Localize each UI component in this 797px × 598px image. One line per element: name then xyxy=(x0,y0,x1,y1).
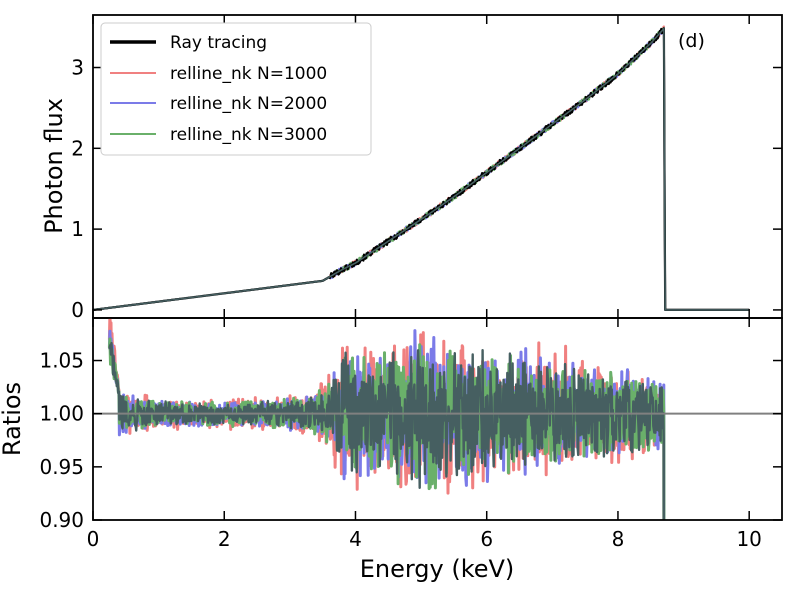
legend-label-n3000: relline_nk N=3000 xyxy=(170,125,327,145)
x-tick-label: 2 xyxy=(218,527,231,551)
top-series-overlay xyxy=(93,26,750,311)
top-y-tick-label: 0 xyxy=(71,298,84,322)
top-y-tick-label: 2 xyxy=(71,136,84,160)
bottom-y-tick-label: 0.95 xyxy=(39,455,84,479)
bottom-y-tick-label: 1.05 xyxy=(39,349,84,373)
x-tick-label: 6 xyxy=(480,527,493,551)
bottom-y-tick-label: 1.00 xyxy=(39,402,84,426)
bottom-panel: 0 2 4 6 8 10 0.90 0.95 1.00 1.05 Ratios Energy (k… xyxy=(0,317,783,583)
x-tick-label: 0 xyxy=(87,527,100,551)
bottom-axes-frame xyxy=(92,317,783,521)
bottom-ticks: 0 2 4 6 8 10 0.90 0.95 1.00 1.05 xyxy=(39,318,782,551)
x-tick-label: 8 xyxy=(612,527,625,551)
top-panel: 0 1 2 3 Photon flux (d) Ray tracing relline… xyxy=(40,14,783,322)
top-series-group xyxy=(93,25,750,311)
legend-label-n2000: relline_nk N=2000 xyxy=(170,94,327,114)
legend-label-ray-tracing: Ray tracing xyxy=(170,33,267,53)
legend: Ray tracing relline_nk N=1000 relline_nk… xyxy=(100,22,372,156)
bottom-series-line-ray-tracing xyxy=(108,341,666,520)
bottom-series-group xyxy=(93,318,782,520)
top-y-tick-label: 3 xyxy=(71,56,84,80)
bottom-y-tick-label: 0.90 xyxy=(39,508,84,532)
top-ticks: 0 1 2 3 xyxy=(71,15,782,322)
x-axis-label: Energy (keV) xyxy=(360,555,515,583)
x-tick-label: 4 xyxy=(349,527,362,551)
legend-box xyxy=(100,22,372,156)
panel-label: (d) xyxy=(678,30,705,52)
top-y-tick-label: 1 xyxy=(71,217,84,241)
x-tick-label: 10 xyxy=(736,527,761,551)
legend-label-n1000: relline_nk N=1000 xyxy=(170,64,327,84)
bottom-y-axis-label: Ratios xyxy=(0,382,26,456)
top-y-axis-label: Photon flux xyxy=(40,98,68,234)
